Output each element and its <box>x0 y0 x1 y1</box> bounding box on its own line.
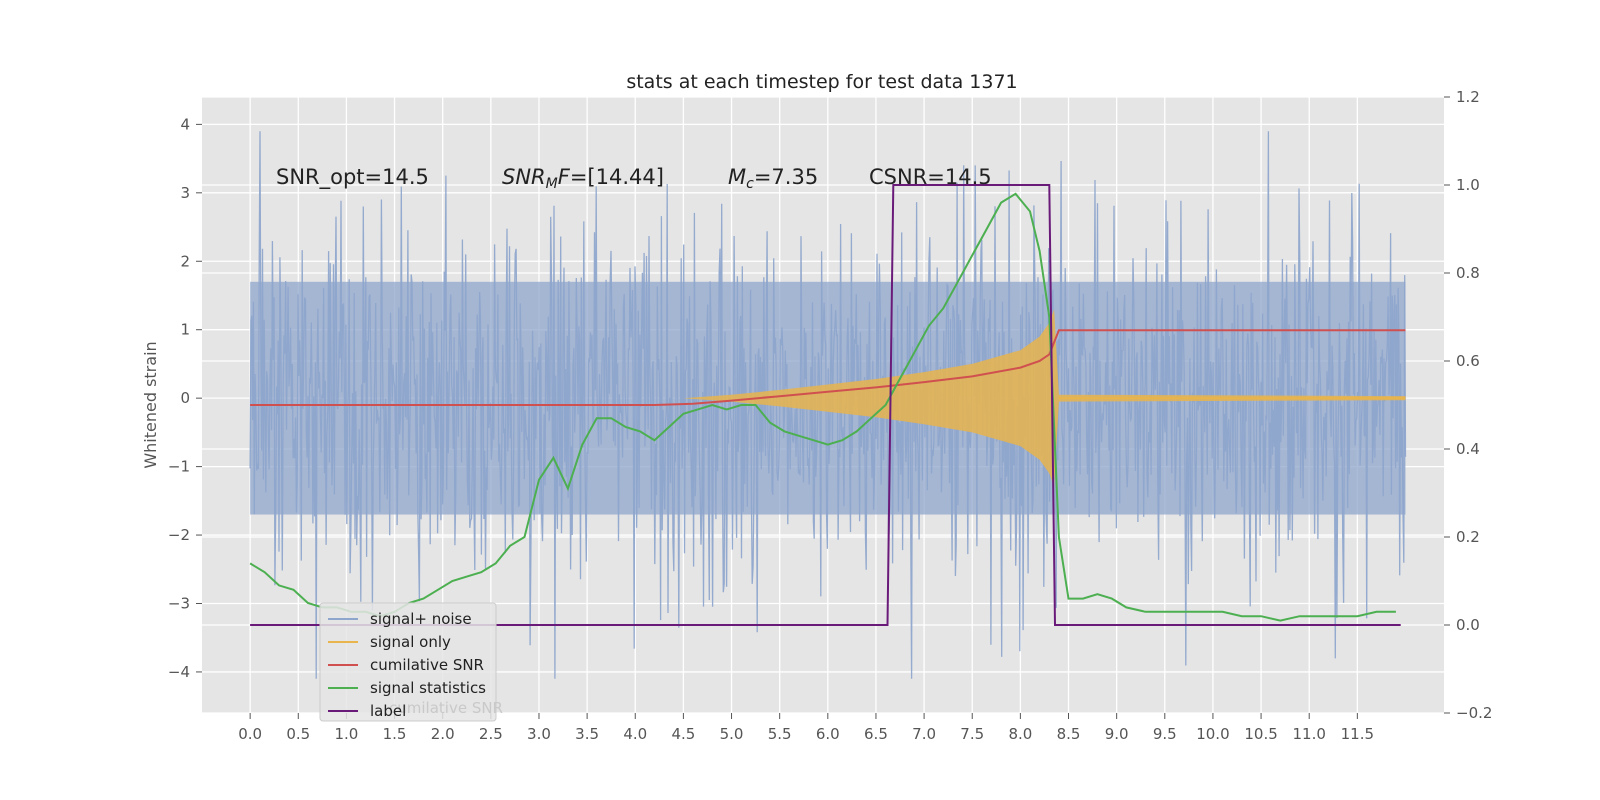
y-tick-label: 3 <box>180 184 190 202</box>
cumulative-snr-line <box>250 329 1406 406</box>
label-line <box>250 184 1401 626</box>
annotation-mc-rest: =7.35 <box>754 165 818 189</box>
legend-entry-label: signal only <box>370 633 451 651</box>
x-tick-label: 10.0 <box>1196 725 1229 743</box>
x-tick-label: 4.5 <box>671 725 695 743</box>
right-y-tick-label: 0.4 <box>1456 440 1480 458</box>
right-y-tick-label: 0.6 <box>1456 352 1480 370</box>
x-tick-label: 0.5 <box>286 725 310 743</box>
y-tick-label: −4 <box>168 663 190 681</box>
right-y-tick-label: 1.0 <box>1456 176 1480 194</box>
x-tick-label: 1.5 <box>383 725 407 743</box>
right-y-tick-label: 1.2 <box>1456 88 1480 106</box>
x-tick-label: 6.0 <box>816 725 840 743</box>
x-tick-label: 5.5 <box>768 725 792 743</box>
x-tick-label: 8.5 <box>1057 725 1081 743</box>
annotation-snr-mf-f: F <box>558 165 571 189</box>
y-tick-label: 2 <box>180 252 190 270</box>
legend-entry-label: label <box>370 702 406 720</box>
y-tick-label: 0 <box>180 389 190 407</box>
annotation-snr-mf: SNRMF=[14.44] <box>502 165 664 192</box>
x-tick-label: 3.0 <box>527 725 551 743</box>
right-y-tick-label: 0.0 <box>1456 616 1480 634</box>
left-axis-ticks: 4 3 2 1 0 −1 −2 −3 −4 <box>168 115 202 681</box>
x-tick-label: 11.0 <box>1293 725 1326 743</box>
legend-entry-label: signal statistics <box>370 679 486 697</box>
signal-statistics-line <box>249 192 1396 622</box>
annotation-snr-mf-main: SNR <box>502 165 546 189</box>
y-axis-label: Whitened strain <box>141 341 160 468</box>
x-tick-label: 4.0 <box>623 725 647 743</box>
x-tick-label: 1.0 <box>334 725 358 743</box>
x-tick-label: 2.5 <box>479 725 503 743</box>
right-y-tick-label: 0.8 <box>1456 264 1480 282</box>
legend-hidden-label: cumilative SNR <box>389 699 503 717</box>
legend-entry-label: cumilative SNR <box>370 656 484 674</box>
y-tick-label: −3 <box>168 594 190 612</box>
x-tick-label: 8.0 <box>1008 725 1032 743</box>
y-tick-label: −1 <box>168 458 190 476</box>
x-tick-label: 3.5 <box>575 725 599 743</box>
x-tick-label: 5.0 <box>720 725 744 743</box>
x-tick-label: 9.0 <box>1105 725 1129 743</box>
right-axis-ticks: 1.2 1.0 0.8 0.6 0.4 0.2 0.0 −0.2 <box>1444 88 1492 722</box>
right-y-tick-label: 0.2 <box>1456 528 1480 546</box>
legend-entry-label: signal+ noise <box>370 610 472 628</box>
annotation-snr-mf-rest: =[14.44] <box>570 165 664 189</box>
x-tick-label: 7.5 <box>960 725 984 743</box>
y-tick-label: −2 <box>168 526 190 544</box>
annotation-mc-sub: c <box>746 176 754 192</box>
chart-title: stats at each timestep for test data 137… <box>626 71 1017 93</box>
annotation-csnr: CSNR=14.5 <box>869 165 992 189</box>
annotations: SNR_opt=14.5 SNRMF=[14.44] Mc=7.35 CSNR=… <box>276 165 992 192</box>
right-y-tick-label: −0.2 <box>1456 704 1492 722</box>
x-tick-label: 0.0 <box>238 725 262 743</box>
annotation-mc: Mc=7.35 <box>728 165 818 192</box>
legend: cumilative SNR signal+ noise signal only c… <box>319 602 503 722</box>
x-tick-label: 6.5 <box>864 725 888 743</box>
x-tick-label: 9.5 <box>1153 725 1177 743</box>
x-tick-label: 10.5 <box>1244 725 1277 743</box>
annotation-mc-main: M <box>728 165 746 189</box>
legend-entries: signal+ noise signal only cumilative SNR si… <box>328 610 486 720</box>
y-tick-label: 4 <box>180 115 190 133</box>
x-tick-label: 11.5 <box>1341 725 1374 743</box>
x-axis-ticks: 0.0 0.5 1.0 1.5 2.0 2.5 3.0 3.5 4.0 4.5 5.0 5.5 6.0 6… <box>238 713 1374 743</box>
legend-box <box>319 602 497 722</box>
series-layer <box>249 131 1407 679</box>
signal-only-area <box>683 309 1406 488</box>
y-tick-label: 1 <box>180 321 190 339</box>
annotation-snr-mf-sub: M <box>546 176 558 192</box>
annotation-snr-opt: SNR_opt=14.5 <box>276 165 429 190</box>
x-tick-label: 2.0 <box>431 725 455 743</box>
x-tick-label: 7.0 <box>912 725 936 743</box>
